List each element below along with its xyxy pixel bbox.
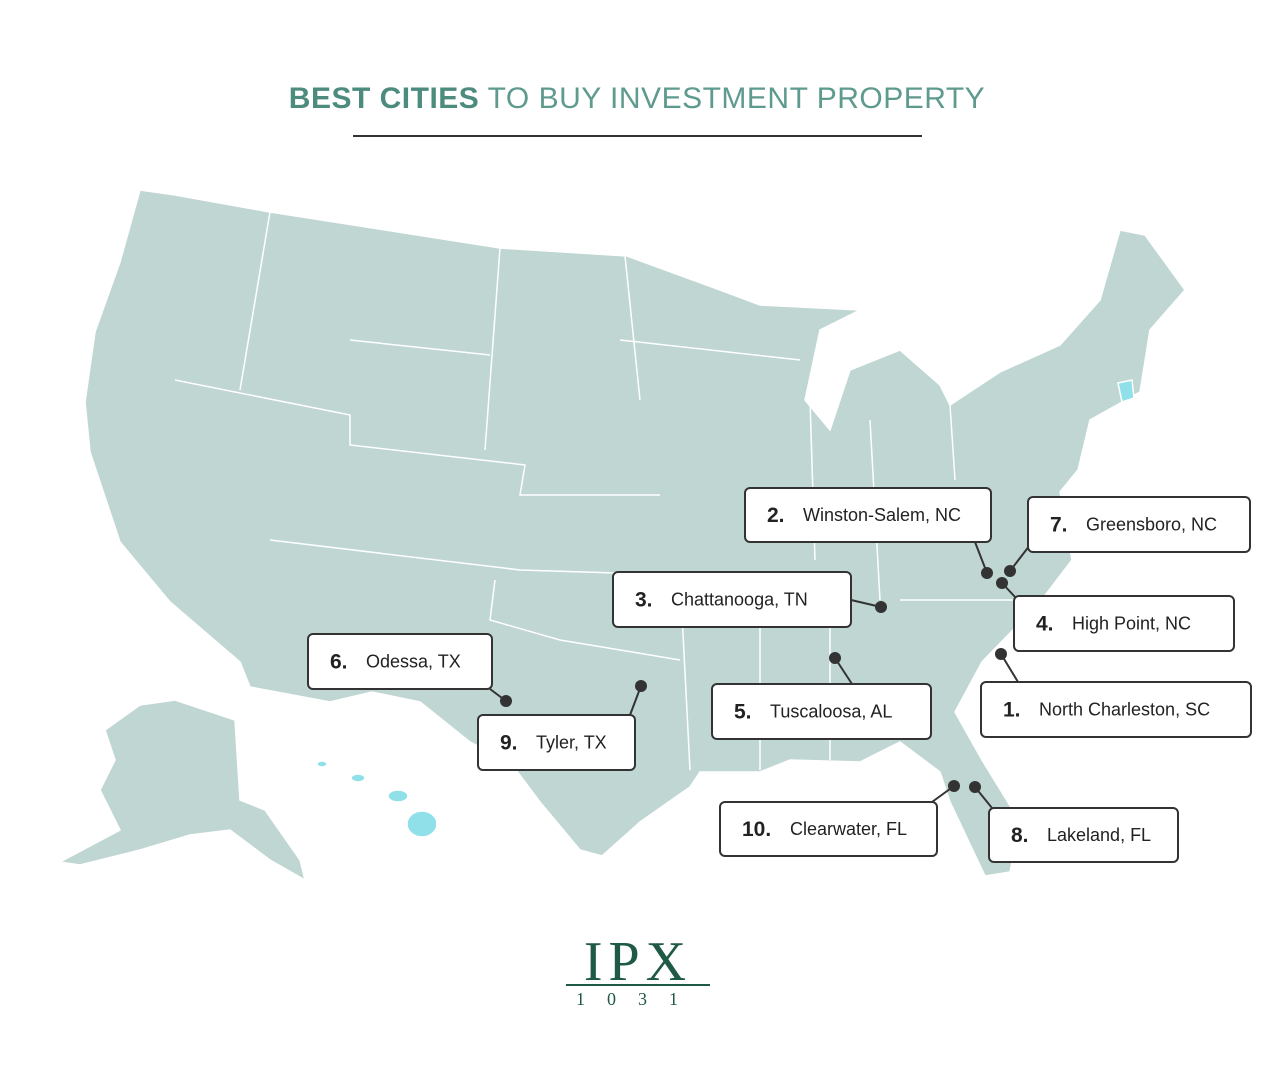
hawaii-island bbox=[350, 773, 366, 783]
city-rank: 4. bbox=[1036, 613, 1054, 636]
city-name: Winston-Salem, NC bbox=[803, 505, 961, 525]
city-rank: 3. bbox=[635, 589, 653, 612]
title-rest: TO BUY INVESTMENT PROPERTY bbox=[488, 82, 986, 115]
city-callout: 10. Clearwater, FL bbox=[719, 780, 960, 857]
city-marker bbox=[996, 577, 1008, 589]
callout-box bbox=[988, 807, 1179, 863]
contiguous-us bbox=[84, 189, 1186, 877]
city-rank: 5. bbox=[734, 701, 752, 724]
city-marker bbox=[500, 695, 512, 707]
hawaii-island bbox=[406, 810, 438, 838]
city-callout: 7. Greensboro, NC bbox=[1004, 496, 1251, 577]
city-marker bbox=[995, 648, 1007, 660]
rhode-island bbox=[1117, 379, 1135, 403]
city-rank: 6. bbox=[330, 651, 348, 674]
city-callout: 5. Tuscaloosa, AL bbox=[711, 652, 932, 740]
city-name: Chattanooga, TN bbox=[671, 590, 808, 610]
alaska bbox=[57, 699, 307, 882]
callout-box bbox=[307, 633, 493, 690]
callout-box bbox=[980, 681, 1252, 738]
title: BEST CITIES TO BUY INVESTMENT PROPERTY bbox=[289, 82, 985, 115]
callout-box bbox=[744, 487, 992, 543]
city-rank: 7. bbox=[1050, 514, 1068, 537]
city-rank: 10. bbox=[742, 818, 771, 841]
callout-box bbox=[477, 714, 636, 771]
callout-box bbox=[1027, 496, 1251, 553]
city-rank: 8. bbox=[1011, 824, 1029, 847]
city-marker bbox=[981, 567, 993, 579]
city-marker bbox=[1004, 565, 1016, 577]
city-callout: 9. Tyler, TX bbox=[477, 680, 647, 771]
city-name: Tyler, TX bbox=[536, 733, 607, 753]
city-callout: 6. Odessa, TX bbox=[307, 633, 512, 707]
logo: IPX 1031 bbox=[566, 931, 710, 1009]
city-marker bbox=[829, 652, 841, 664]
city-name: North Charleston, SC bbox=[1039, 700, 1210, 720]
callout-box bbox=[711, 683, 932, 740]
city-marker bbox=[635, 680, 647, 692]
city-name: Lakeland, FL bbox=[1047, 825, 1151, 845]
city-rank: 2. bbox=[767, 504, 785, 527]
city-callout: 3. Chattanooga, TN bbox=[612, 571, 887, 628]
city-name: Greensboro, NC bbox=[1086, 515, 1217, 535]
city-callout: 2. Winston-Salem, NC bbox=[744, 487, 993, 579]
callout-box bbox=[719, 801, 938, 857]
city-callout: 1. North Charleston, SC bbox=[980, 648, 1252, 738]
city-callout: 4. High Point, NC bbox=[996, 577, 1235, 652]
hawaii-island bbox=[387, 789, 409, 803]
city-rank: 9. bbox=[500, 732, 518, 755]
city-marker bbox=[948, 780, 960, 792]
city-callouts: 2. Winston-Salem, NC 7. Greensboro, NC 3. Cha… bbox=[307, 487, 1252, 863]
title-bold: BEST CITIES bbox=[289, 82, 480, 115]
city-marker bbox=[875, 601, 887, 613]
callout-box bbox=[1013, 595, 1235, 652]
logo-mark: IPX bbox=[584, 931, 692, 993]
city-name: High Point, NC bbox=[1072, 614, 1191, 634]
us-map bbox=[57, 189, 1186, 882]
city-marker bbox=[969, 781, 981, 793]
hawaii-island bbox=[316, 760, 328, 768]
city-name: Clearwater, FL bbox=[790, 819, 907, 839]
city-callout: 8. Lakeland, FL bbox=[969, 781, 1179, 863]
callout-box bbox=[612, 571, 852, 628]
city-rank: 1. bbox=[1003, 699, 1021, 722]
city-name: Odessa, TX bbox=[366, 652, 461, 672]
logo-number: 1031 bbox=[576, 989, 700, 1009]
city-name: Tuscaloosa, AL bbox=[770, 702, 892, 722]
